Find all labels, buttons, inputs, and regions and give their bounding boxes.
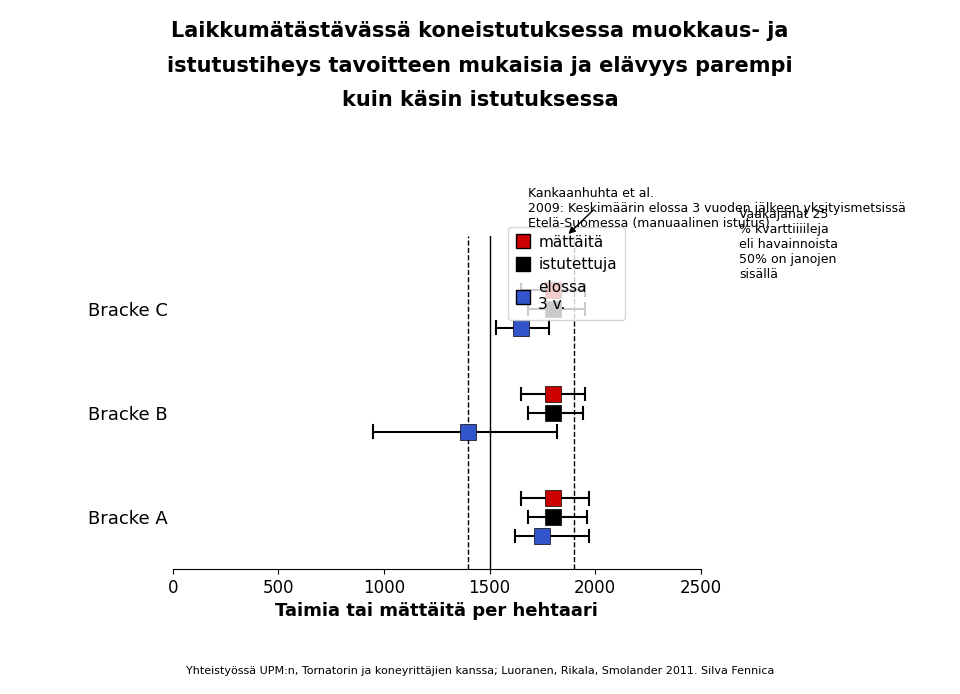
Text: Laikkumätästävässä koneistutuksessa muokkaus- ja: Laikkumätästävässä koneistutuksessa muok…	[171, 21, 789, 41]
Text: METLA: METLA	[115, 666, 173, 681]
Legend: mättäitä, istutettuja, elossa
3 v.: mättäitä, istutettuja, elossa 3 v.	[508, 227, 625, 320]
Text: Metsä   Tieto   Osaaminen   Hyvinvointi: Metsä Tieto Osaaminen Hyvinvointi	[357, 667, 603, 679]
Text: kuin käsin istutuksessa: kuin käsin istutuksessa	[342, 90, 618, 110]
Text: Kankaanhuhta et al.
2009: Keskimäärin elossa 3 vuoden jälkeen yksityismetsissä
E: Kankaanhuhta et al. 2009: Keskimäärin el…	[528, 187, 906, 230]
Text: istutustiheys tavoitteen mukaisia ja elävyys parempi: istutustiheys tavoitteen mukaisia ja elä…	[167, 56, 793, 76]
X-axis label: Taimia tai mättäitä per hehtaari: Taimia tai mättäitä per hehtaari	[276, 602, 598, 620]
Text: Yhteistyössä UPM:n, Tornatorin ja koneyrittäjien kanssa; Luoranen, Rikala, Smola: Yhteistyössä UPM:n, Tornatorin ja koneyr…	[186, 666, 774, 676]
Text: Vaakajanat 25
% kvarttiiiileja
eli havainnoista
50% on janojen
sisällä: Vaakajanat 25 % kvarttiiiileja eli havai…	[739, 208, 838, 281]
